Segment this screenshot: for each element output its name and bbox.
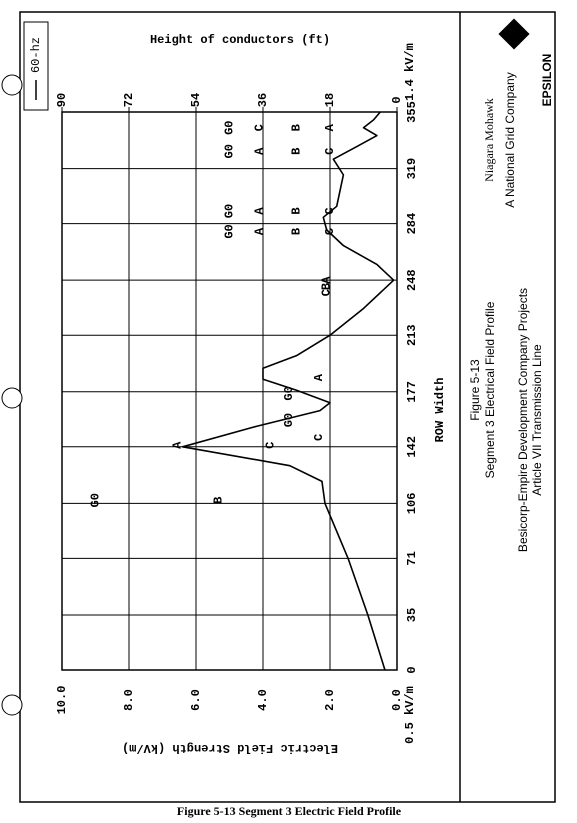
conductor-label: G0 <box>282 386 296 400</box>
conductor-label: G0 <box>223 144 237 158</box>
binder-hole <box>1 694 23 716</box>
conductor-label: B <box>290 124 304 131</box>
x-tick-label: 284 <box>405 213 419 235</box>
x-tick-label: 106 <box>405 493 419 515</box>
y-tick-label: 6.0 <box>189 689 203 711</box>
data-line <box>181 111 395 671</box>
conductor-label: A <box>252 207 266 215</box>
consultant: EPSILON <box>540 54 554 107</box>
y-axis-label: Electric Field Strength (kV/m) <box>122 741 338 755</box>
conductor-label: A <box>319 276 333 284</box>
x-tick-label: 35 <box>405 608 419 622</box>
figure-subtitle: Segment 3 Electrical Field Profile <box>483 301 497 478</box>
figure-number: Figure 5-13 <box>468 359 482 421</box>
conductor-label: A <box>171 441 185 449</box>
conductor-label: C <box>252 124 266 131</box>
conductor-label: G0 <box>223 224 237 238</box>
conductor-label: C <box>323 207 337 214</box>
conductor-label: C <box>323 228 337 235</box>
y2-tick-label: 36 <box>256 93 270 107</box>
y-tick-label: 4.0 <box>256 689 270 711</box>
conductor-label: A <box>252 227 266 235</box>
conductor-label: G0 <box>89 493 103 507</box>
y2-tick-label: 18 <box>323 93 337 107</box>
subsidiary: A National Grid Company <box>503 72 517 207</box>
conductor-label: A <box>312 373 326 381</box>
page-frame <box>19 11 556 803</box>
conductor-label: G0 <box>282 413 296 427</box>
conductor-label: C <box>319 289 333 296</box>
y2-tick-label: 54 <box>189 93 203 107</box>
logo-diamond <box>498 18 530 50</box>
conductor-label: A <box>323 123 337 131</box>
binder-hole <box>1 74 23 96</box>
conductor-label: B <box>212 497 226 504</box>
y2-axis-label: Height of conductors (ft) <box>150 33 330 47</box>
x-tick-label: 248 <box>405 269 419 291</box>
project: Besicorp-Empire Development Company Proj… <box>516 288 530 552</box>
conductor-label: C <box>264 442 278 449</box>
conductor-label: B <box>290 207 304 214</box>
x-tick-label: 177 <box>405 381 419 403</box>
company: Niagara Mohawk <box>482 98 496 182</box>
conductor-label: C <box>312 434 326 441</box>
conductor-label: G0 <box>223 121 237 135</box>
y-tick-label: 0.0 <box>390 689 404 711</box>
caption: Figure 5-13 Segment 3 Electric Field Pro… <box>177 804 402 818</box>
y-tick-label: 2.0 <box>323 689 337 711</box>
y2-tick-label: 72 <box>122 93 136 107</box>
conductor-label: C <box>323 148 337 155</box>
x-tick-label: 0 <box>405 666 419 673</box>
binder-hole <box>1 387 23 409</box>
x-tick-label: 213 <box>405 324 419 346</box>
y-tick-label: 8.0 <box>122 689 136 711</box>
edge-label: 1.4 kV/m <box>403 43 417 101</box>
plot-frame <box>61 111 398 671</box>
y2-tick-label: 0 <box>390 96 404 103</box>
y-tick-label: 10.0 <box>55 686 69 715</box>
conductor-label: B <box>319 283 333 290</box>
conductor-label: G0 <box>223 204 237 218</box>
line-name: Article VII Transmission Line <box>530 344 544 496</box>
conductor-label: B <box>290 148 304 155</box>
x-tick-label: 142 <box>405 436 419 458</box>
conductor-label: B <box>290 228 304 235</box>
x-tick-label: 71 <box>405 551 419 565</box>
conductor-label: A <box>252 147 266 155</box>
y2-tick-label: 90 <box>55 93 69 107</box>
x-tick-label: 319 <box>405 158 419 180</box>
edge-label: 0.5 kV/m <box>403 686 417 744</box>
x-tick-label: 355 <box>405 101 419 123</box>
x-axis-label: ROW Width <box>433 378 447 443</box>
legend-label: 60-hz <box>29 37 43 73</box>
